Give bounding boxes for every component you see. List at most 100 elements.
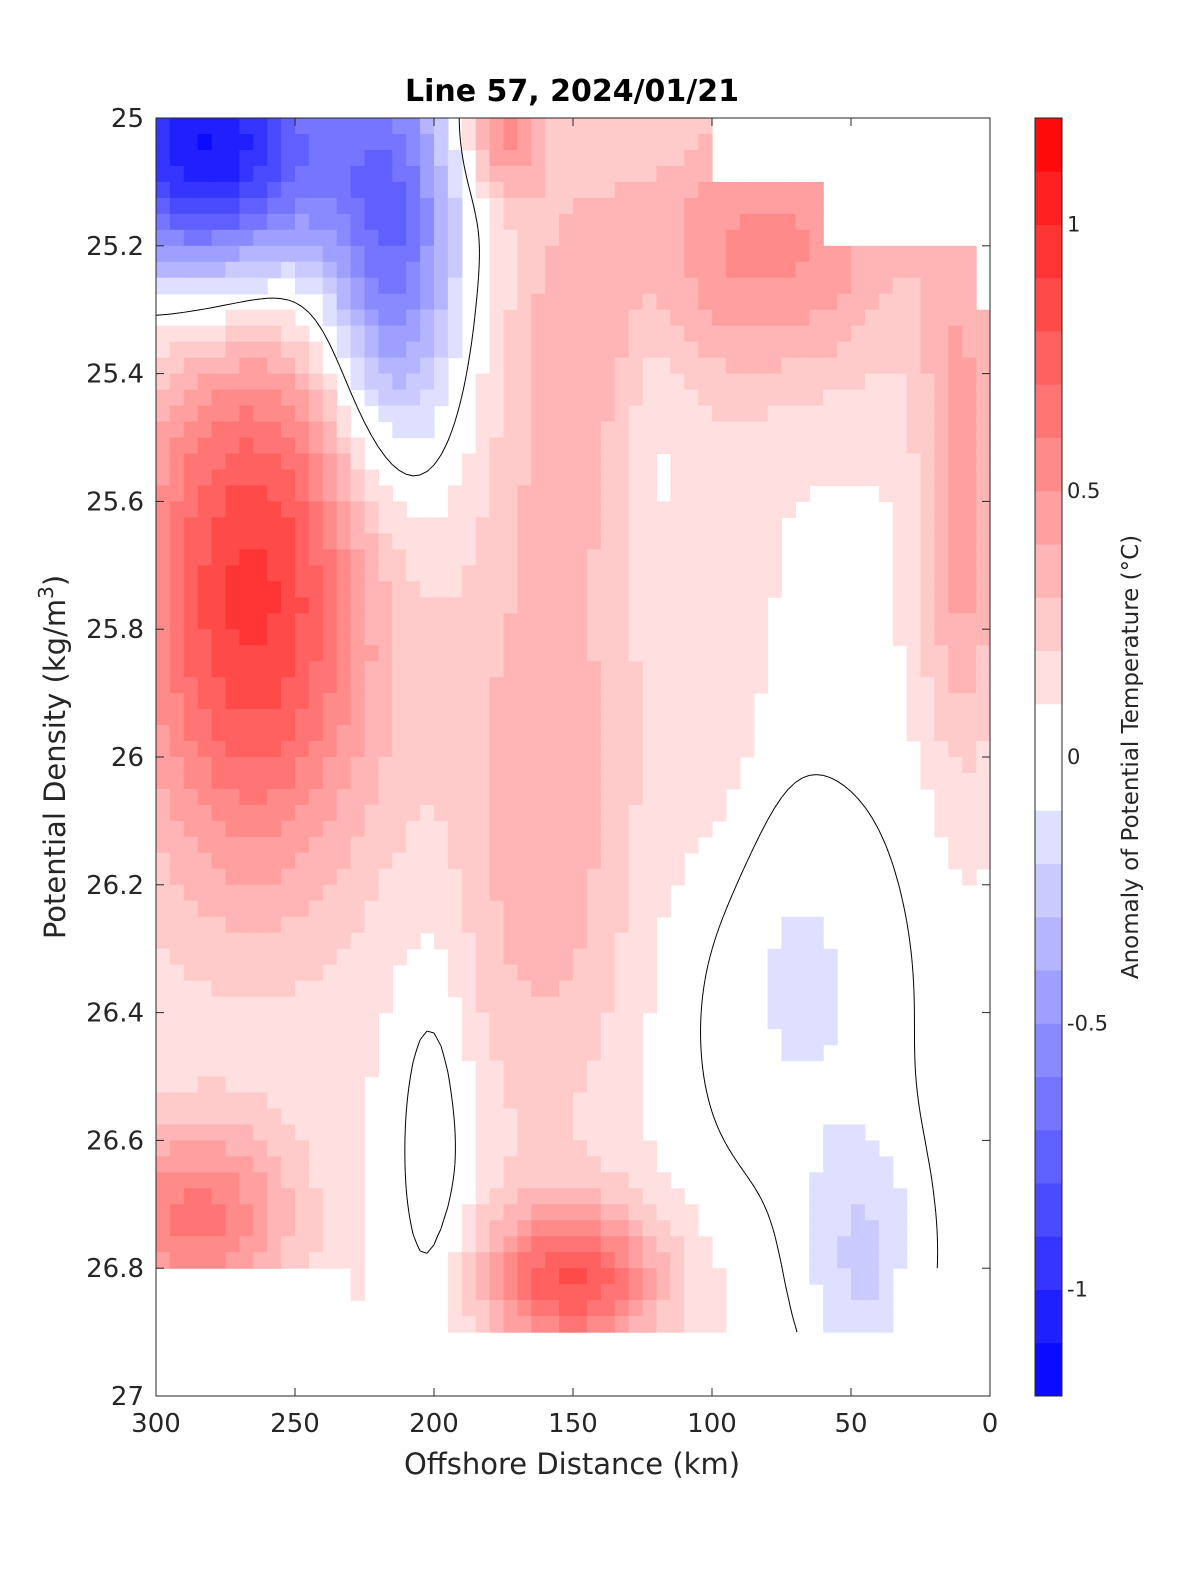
field-cell: [600, 133, 616, 151]
field-cell: [948, 549, 963, 566]
field-cell: [684, 309, 699, 327]
zero-contour-segment: [445, 440, 449, 446]
field-cell: [545, 645, 560, 662]
field-cell: [350, 932, 366, 950]
field-cell: [837, 325, 852, 343]
colorbar-band: [1035, 970, 1062, 1024]
field-cell: [739, 533, 755, 550]
field-cell: [239, 357, 254, 375]
zero-contour-segment: [774, 1236, 778, 1245]
field-cell: [156, 820, 171, 838]
field-cell: [906, 613, 922, 630]
field-cell: [322, 421, 338, 439]
field-cell: [183, 900, 199, 918]
field-cell: [336, 1060, 352, 1078]
zero-contour-segment: [462, 157, 465, 167]
field-cell: [211, 645, 227, 662]
field-cell: [461, 453, 477, 471]
field-cell: [962, 485, 977, 502]
field-cell: [823, 309, 838, 327]
field-cell: [725, 277, 741, 295]
chart-title: Line 57, 2024/01/21: [405, 74, 739, 109]
field-cell: [364, 165, 379, 183]
field-cell: [322, 852, 338, 870]
field-cell: [364, 149, 379, 167]
field-cell: [267, 261, 282, 279]
field-cell: [670, 533, 685, 550]
zero-contour-segment: [470, 341, 473, 350]
zero-contour-segment: [774, 804, 778, 809]
field-cell: [461, 469, 477, 487]
field-cell: [976, 836, 990, 854]
field-cell: [823, 357, 838, 375]
field-cell: [684, 1252, 699, 1269]
field-cell: [586, 661, 602, 678]
field-cell: [767, 533, 783, 550]
zero-contour-segment: [476, 221, 479, 230]
field-cell: [892, 341, 908, 359]
field-cell: [169, 565, 185, 582]
field-cell: [614, 788, 630, 806]
field-cell: [156, 1252, 171, 1269]
field-cell: [183, 852, 199, 870]
field-cell: [892, 1220, 908, 1237]
field-cell: [753, 469, 769, 487]
field-cell: [795, 309, 810, 327]
field-cell: [211, 1028, 227, 1046]
field-cell: [239, 757, 254, 774]
zero-contour-segment: [864, 806, 870, 814]
field-cell: [239, 1060, 254, 1078]
field-cell: [295, 197, 310, 215]
field-cell: [684, 1284, 699, 1301]
field-cell: [906, 709, 922, 726]
field-cell: [725, 485, 741, 502]
field-cell: [406, 421, 421, 439]
field-cell: [295, 1204, 310, 1221]
field-cell: [809, 980, 824, 998]
zero-contour-segment: [183, 310, 191, 313]
field-cell: [295, 629, 310, 646]
field-cell: [447, 852, 463, 870]
field-cell: [725, 549, 741, 566]
field-cell: [698, 405, 713, 423]
field-cell: [267, 677, 282, 694]
field-cell: [614, 804, 630, 822]
field-cell: [308, 357, 324, 375]
field-cell: [739, 485, 755, 502]
field-cell: [156, 709, 171, 726]
zero-contour-segment: [935, 1220, 938, 1229]
field-cell: [156, 469, 171, 487]
field-cell: [183, 517, 199, 534]
field-cell: [197, 964, 213, 982]
field-cell: [684, 245, 699, 263]
field-cell: [656, 852, 671, 870]
field-cell: [753, 661, 769, 678]
field-cell: [767, 309, 783, 327]
field-cell: [197, 645, 213, 662]
zero-contour-segment: [716, 927, 720, 933]
field-cell: [197, 389, 213, 407]
field-cell: [489, 948, 505, 966]
field-cell: [183, 996, 199, 1014]
field-cell: [225, 693, 240, 710]
field-cell: [281, 836, 296, 854]
field-cell: [211, 469, 227, 487]
field-cell: [211, 1140, 227, 1157]
field-cell: [239, 118, 254, 135]
field-cell: [308, 277, 324, 295]
field-cell: [559, 149, 574, 167]
field-cell: [183, 1252, 199, 1269]
field-cell: [447, 677, 463, 694]
field-cell: [434, 757, 449, 774]
field-cell: [197, 118, 213, 135]
field-cell: [489, 1108, 505, 1126]
field-cell: [503, 517, 518, 534]
field-cell: [378, 181, 393, 199]
field-cell: [712, 613, 727, 630]
field-cell: [962, 757, 977, 774]
field-cell: [253, 533, 268, 550]
field-cell: [600, 213, 616, 231]
field-cell: [531, 261, 546, 279]
field-cell: [169, 533, 185, 550]
field-cell: [698, 629, 713, 646]
